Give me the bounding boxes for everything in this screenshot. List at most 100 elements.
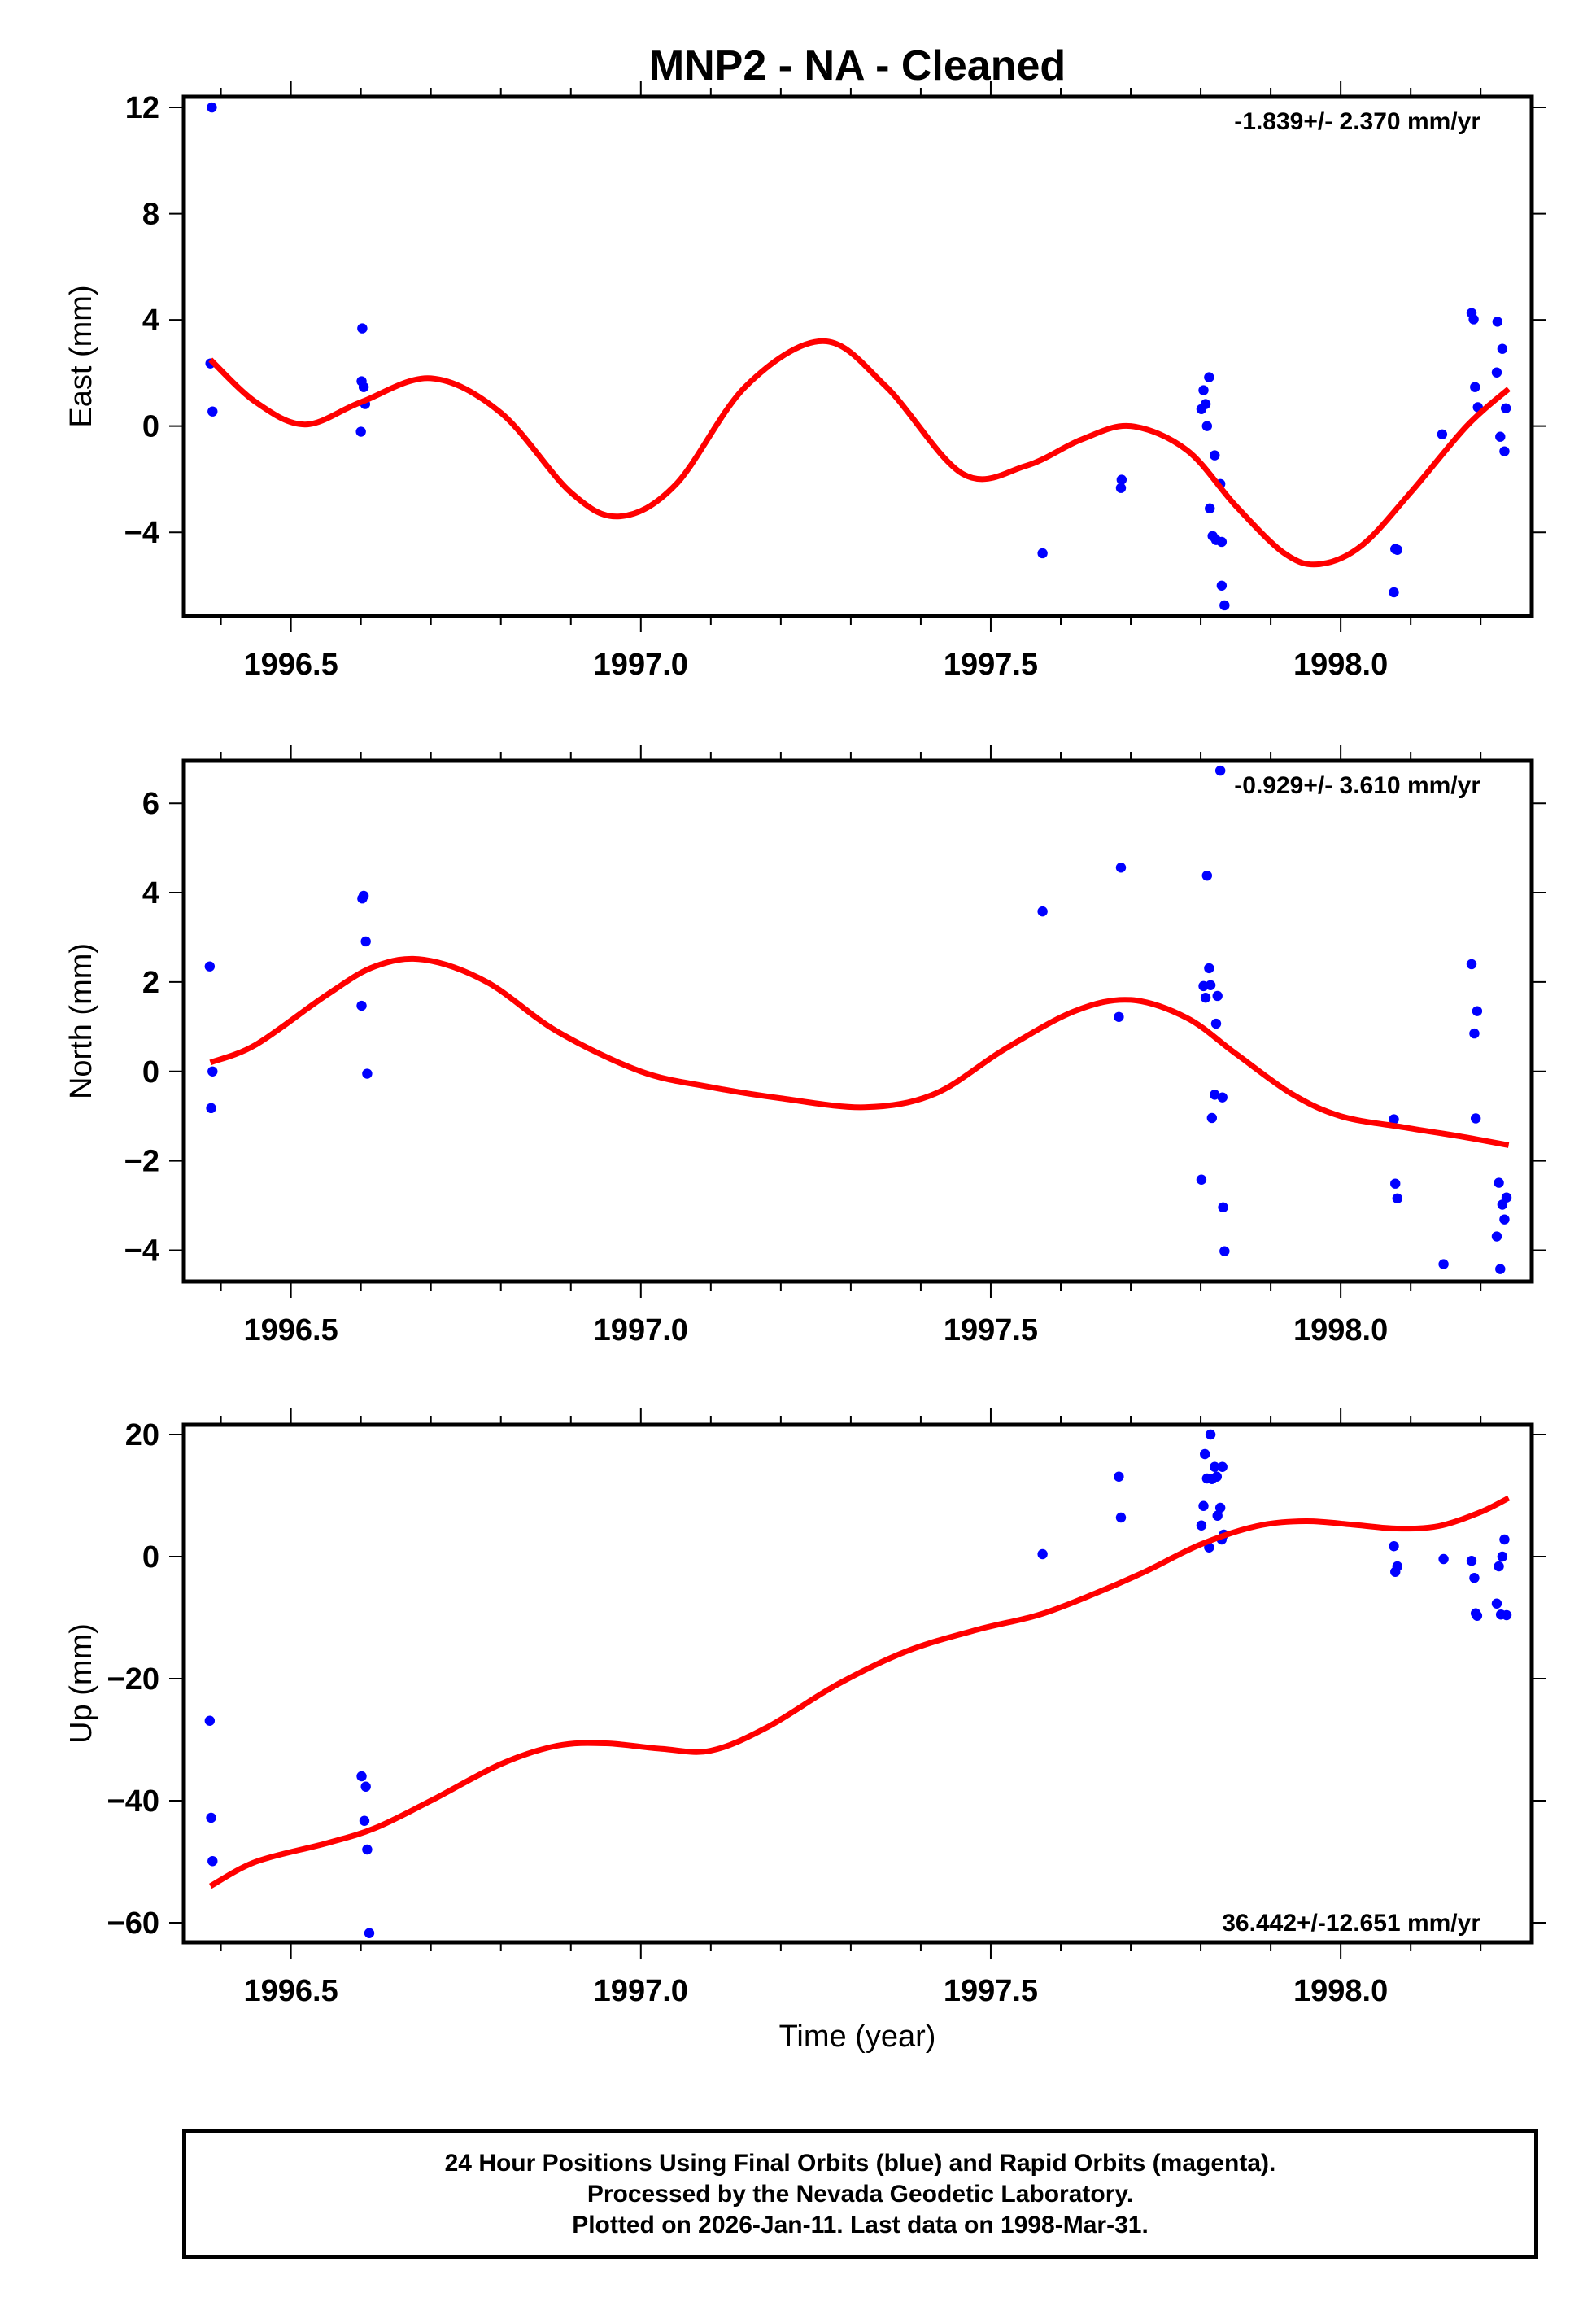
x-tick-label: 1996.5: [244, 1974, 338, 2008]
data-point: [1491, 1231, 1502, 1242]
data-point: [1210, 1461, 1220, 1472]
x-tick-label: 1997.0: [594, 1974, 688, 2008]
data-point: [1494, 1177, 1504, 1188]
data-point: [355, 426, 366, 437]
data-point: [1438, 1553, 1449, 1565]
model-curve: [208, 338, 1511, 568]
data-point: [204, 961, 216, 972]
data-point: [1204, 372, 1214, 382]
data-point: [356, 1771, 367, 1782]
x-tick-label: 1997.5: [944, 1974, 1038, 2008]
data-point: [1497, 343, 1508, 354]
data-point: [204, 1715, 216, 1726]
data-point: [1390, 1566, 1401, 1577]
data-point: [1472, 1006, 1483, 1016]
data-point: [1219, 600, 1230, 611]
data-point: [1196, 1520, 1207, 1531]
data-point: [1204, 963, 1214, 974]
y-tick-label: 20: [125, 1418, 159, 1452]
y-tick-label: −2: [124, 1145, 159, 1179]
data-point: [1211, 1471, 1223, 1482]
data-point: [1206, 1112, 1218, 1124]
x-tick-label: 1997.0: [594, 1313, 688, 1347]
data-point: [1201, 421, 1213, 431]
data-point: [1217, 1461, 1228, 1472]
data-point: [1212, 1510, 1223, 1521]
y-tick-label: 4: [142, 876, 159, 911]
data-point: [1494, 1561, 1504, 1572]
data-point: [1200, 992, 1211, 1003]
data-point: [1205, 1429, 1216, 1440]
data-point: [1392, 1193, 1403, 1204]
y-tick-label: 8: [142, 198, 159, 232]
footer-line-1: 24 Hour Positions Using Final Orbits (bl…: [444, 2149, 1276, 2177]
x-tick-label: 1997.5: [944, 1313, 1038, 1347]
data-point: [1390, 1178, 1401, 1189]
footer-line-2: Processed by the Nevada Geodetic Laborat…: [587, 2180, 1134, 2208]
data-point: [356, 1000, 367, 1011]
x-tick-label: 1997.0: [594, 648, 688, 682]
data-point: [360, 1781, 371, 1792]
chart-title: MNP2 - NA - Cleaned: [649, 42, 1066, 90]
data-point: [1468, 314, 1479, 325]
east-panel: 1996.5 1997.0 1997.5 1998.0 −4 0 4 8 12 East (mm)…: [64, 81, 1546, 682]
data-point: [1219, 1246, 1230, 1256]
data-point: [1438, 1259, 1449, 1269]
data-point: [357, 323, 368, 334]
data-point: [1492, 317, 1503, 327]
data-point: [207, 102, 217, 113]
data-point: [1205, 980, 1216, 990]
y-tick-label: −20: [107, 1662, 159, 1697]
data-point: [1116, 474, 1127, 485]
y-tick-label: 4: [142, 304, 159, 338]
y-tick-label: 0: [142, 1055, 159, 1090]
plot-frame: [181, 94, 1534, 618]
plot-frame: [181, 1422, 1534, 1945]
data-point: [206, 1812, 216, 1823]
data-point: [362, 1068, 373, 1079]
data-point: [1218, 1202, 1228, 1213]
data-point: [1214, 1502, 1226, 1513]
data-point: [207, 406, 218, 417]
data-point: [1497, 1199, 1508, 1210]
data-point: [1499, 1214, 1510, 1225]
data-point: [1470, 382, 1480, 392]
data-point: [1466, 1556, 1477, 1566]
data-point: [1200, 1448, 1210, 1460]
y-tick-label: 12: [125, 91, 159, 125]
data-point: [1037, 548, 1048, 559]
data-point: [1499, 1534, 1510, 1545]
y-tick-label: 0: [142, 1540, 159, 1574]
data-point: [1469, 1573, 1480, 1583]
y-axis-label: North (mm): [64, 943, 98, 1099]
data-point: [1497, 1551, 1508, 1562]
data-point: [1216, 580, 1228, 591]
north-panel: 1996.5 1997.0 1997.5 1998.0 −4 −2 0 2 4 6 North (m…: [64, 745, 1546, 1347]
data-point: [1196, 1174, 1207, 1185]
y-axis-label: Up (mm): [64, 1623, 98, 1744]
data-point: [357, 893, 368, 904]
data-point: [362, 1844, 373, 1855]
data-point: [1389, 1114, 1399, 1125]
x-axis-label: Time (year): [779, 2020, 936, 2054]
data-point: [1491, 1598, 1502, 1609]
data-point: [1037, 1548, 1048, 1560]
footer-line-3: Plotted on 2026-Jan-11. Last data on 199…: [572, 2211, 1149, 2238]
x-tick-label: 1996.5: [244, 648, 338, 682]
rate-label: -1.839+/- 2.370 mm/yr: [1234, 108, 1480, 135]
data-point: [1115, 1512, 1127, 1523]
y-axis-label: East (mm): [64, 285, 98, 427]
rate-label: -0.929+/- 3.610 mm/yr: [1234, 772, 1480, 799]
x-tick-label: 1998.0: [1293, 648, 1388, 682]
data-point: [1114, 1471, 1124, 1482]
data-point: [1115, 863, 1127, 873]
data-point: [360, 936, 371, 947]
data-point: [1037, 906, 1048, 917]
data-point: [359, 1815, 370, 1826]
data-point: [1491, 367, 1502, 378]
y-tick-label: −4: [124, 1234, 159, 1269]
model-curve: [208, 1495, 1511, 1889]
data-point: [207, 1066, 218, 1077]
data-points: [204, 1429, 1512, 1938]
